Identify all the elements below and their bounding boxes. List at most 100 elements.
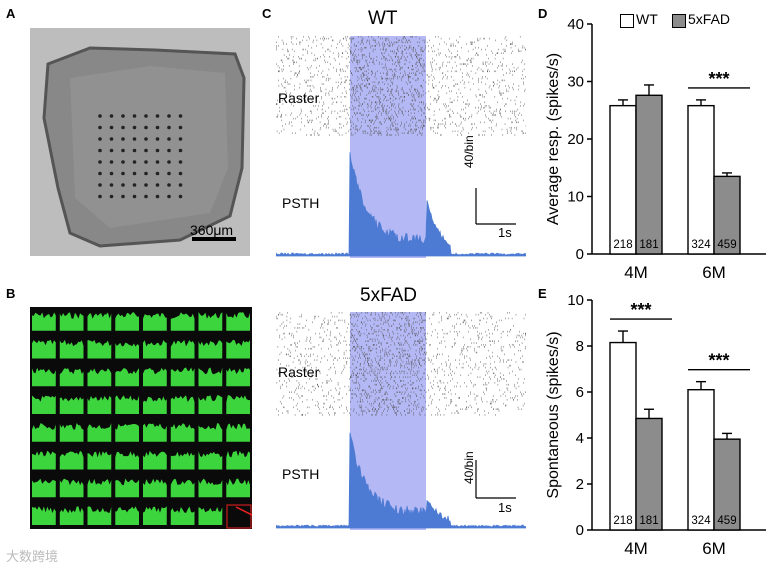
raster-row bbox=[278, 85, 520, 87]
electrode bbox=[98, 125, 102, 130]
raster-row bbox=[282, 321, 497, 324]
channel-trace bbox=[115, 312, 139, 331]
raster-row bbox=[277, 346, 526, 348]
raster-row bbox=[283, 43, 513, 45]
raster-row bbox=[288, 349, 521, 352]
fad-psth-histogram bbox=[276, 432, 526, 529]
raster-row bbox=[280, 363, 491, 365]
raster-row bbox=[285, 96, 518, 98]
raster-row bbox=[286, 319, 502, 322]
raster-row bbox=[307, 52, 512, 54]
electrode bbox=[155, 137, 160, 141]
raster-row bbox=[276, 317, 525, 320]
channel-trace bbox=[170, 506, 195, 525]
electrode bbox=[109, 194, 114, 199]
raster-row bbox=[279, 380, 507, 382]
raster-row bbox=[287, 57, 504, 60]
raster-row bbox=[287, 347, 526, 350]
electrode bbox=[144, 171, 148, 176]
channel-trace bbox=[87, 312, 112, 331]
channel-trace bbox=[226, 395, 250, 414]
channel-trace bbox=[115, 506, 139, 525]
raster-row bbox=[280, 59, 523, 62]
electrode bbox=[98, 183, 102, 187]
raster-row bbox=[278, 36, 521, 38]
electrode bbox=[178, 125, 183, 130]
bar-wt-6m bbox=[687, 388, 715, 531]
channel-trace bbox=[198, 423, 223, 442]
raster-row bbox=[296, 330, 520, 333]
raster-row bbox=[294, 72, 511, 74]
raster-row bbox=[278, 410, 500, 412]
electrode bbox=[121, 114, 125, 118]
raster-row bbox=[276, 45, 524, 47]
electrode bbox=[144, 183, 148, 187]
electrode bbox=[155, 183, 160, 187]
electrode bbox=[121, 125, 125, 130]
bar-wt-4m bbox=[609, 104, 637, 255]
electrode bbox=[132, 148, 137, 153]
channel-trace bbox=[87, 478, 112, 498]
raster-row bbox=[279, 385, 520, 388]
fad-title: 5xFAD bbox=[360, 285, 418, 306]
raster-row bbox=[280, 387, 517, 390]
raster-row bbox=[289, 355, 523, 358]
channel-trace bbox=[59, 312, 84, 331]
raster-row bbox=[282, 61, 523, 64]
electrode bbox=[98, 194, 102, 199]
electrode bbox=[155, 148, 160, 153]
raster-row bbox=[279, 400, 496, 403]
electrode bbox=[167, 194, 171, 199]
raster-row bbox=[283, 77, 524, 80]
sample-size-label: 324 bbox=[691, 239, 711, 251]
channel-trace bbox=[59, 478, 84, 498]
channel-trace bbox=[87, 368, 112, 387]
channel-trace bbox=[226, 312, 250, 331]
raster-row bbox=[281, 119, 524, 122]
y-tick-label: 0 bbox=[576, 522, 584, 539]
raster-row bbox=[278, 359, 512, 361]
electrode bbox=[155, 160, 160, 164]
fad-psth-label: PSTH bbox=[282, 466, 320, 482]
channel-trace bbox=[226, 367, 250, 387]
channel-trace bbox=[87, 506, 112, 525]
electrode bbox=[178, 114, 183, 118]
channel-trace bbox=[198, 340, 223, 359]
mea-recording-grid bbox=[30, 307, 252, 529]
significance-stars: *** bbox=[708, 69, 729, 89]
y-tick-label: 4 bbox=[576, 430, 584, 447]
category-label: 4M bbox=[624, 263, 648, 282]
electrode bbox=[144, 148, 148, 153]
electrode bbox=[178, 171, 183, 176]
electrode bbox=[155, 194, 160, 199]
wt-psth-histogram bbox=[276, 152, 526, 257]
scale-bar-label: 360μm bbox=[190, 222, 234, 238]
wt-scale-x-label: 1s bbox=[498, 225, 512, 240]
raster-row bbox=[294, 74, 523, 76]
electrode bbox=[144, 194, 148, 199]
channel-trace bbox=[198, 451, 223, 470]
bar-5xfad-6m bbox=[713, 438, 741, 531]
raster-row bbox=[289, 121, 519, 124]
sample-size-label: 181 bbox=[639, 515, 658, 527]
channel-trace bbox=[226, 423, 250, 442]
raster-row bbox=[283, 97, 508, 100]
fad-scale-y-label: 40/bin bbox=[462, 451, 476, 484]
channel-trace bbox=[115, 368, 139, 387]
y-tick-label: 20 bbox=[567, 131, 584, 148]
raster-row bbox=[283, 395, 523, 397]
raster-row bbox=[283, 86, 513, 89]
raster-row bbox=[296, 76, 526, 78]
channel-trace bbox=[143, 340, 167, 359]
electrode bbox=[121, 171, 125, 176]
raster-row bbox=[295, 389, 509, 392]
electrode bbox=[144, 137, 148, 141]
raster-row bbox=[278, 79, 506, 82]
raster-row bbox=[291, 376, 501, 378]
channel-trace bbox=[170, 367, 195, 387]
panel-label-a: A bbox=[6, 6, 16, 21]
sample-size-label: 181 bbox=[639, 239, 658, 251]
raster-row bbox=[278, 372, 510, 375]
raster-row bbox=[290, 344, 520, 346]
raster-row bbox=[291, 37, 506, 40]
